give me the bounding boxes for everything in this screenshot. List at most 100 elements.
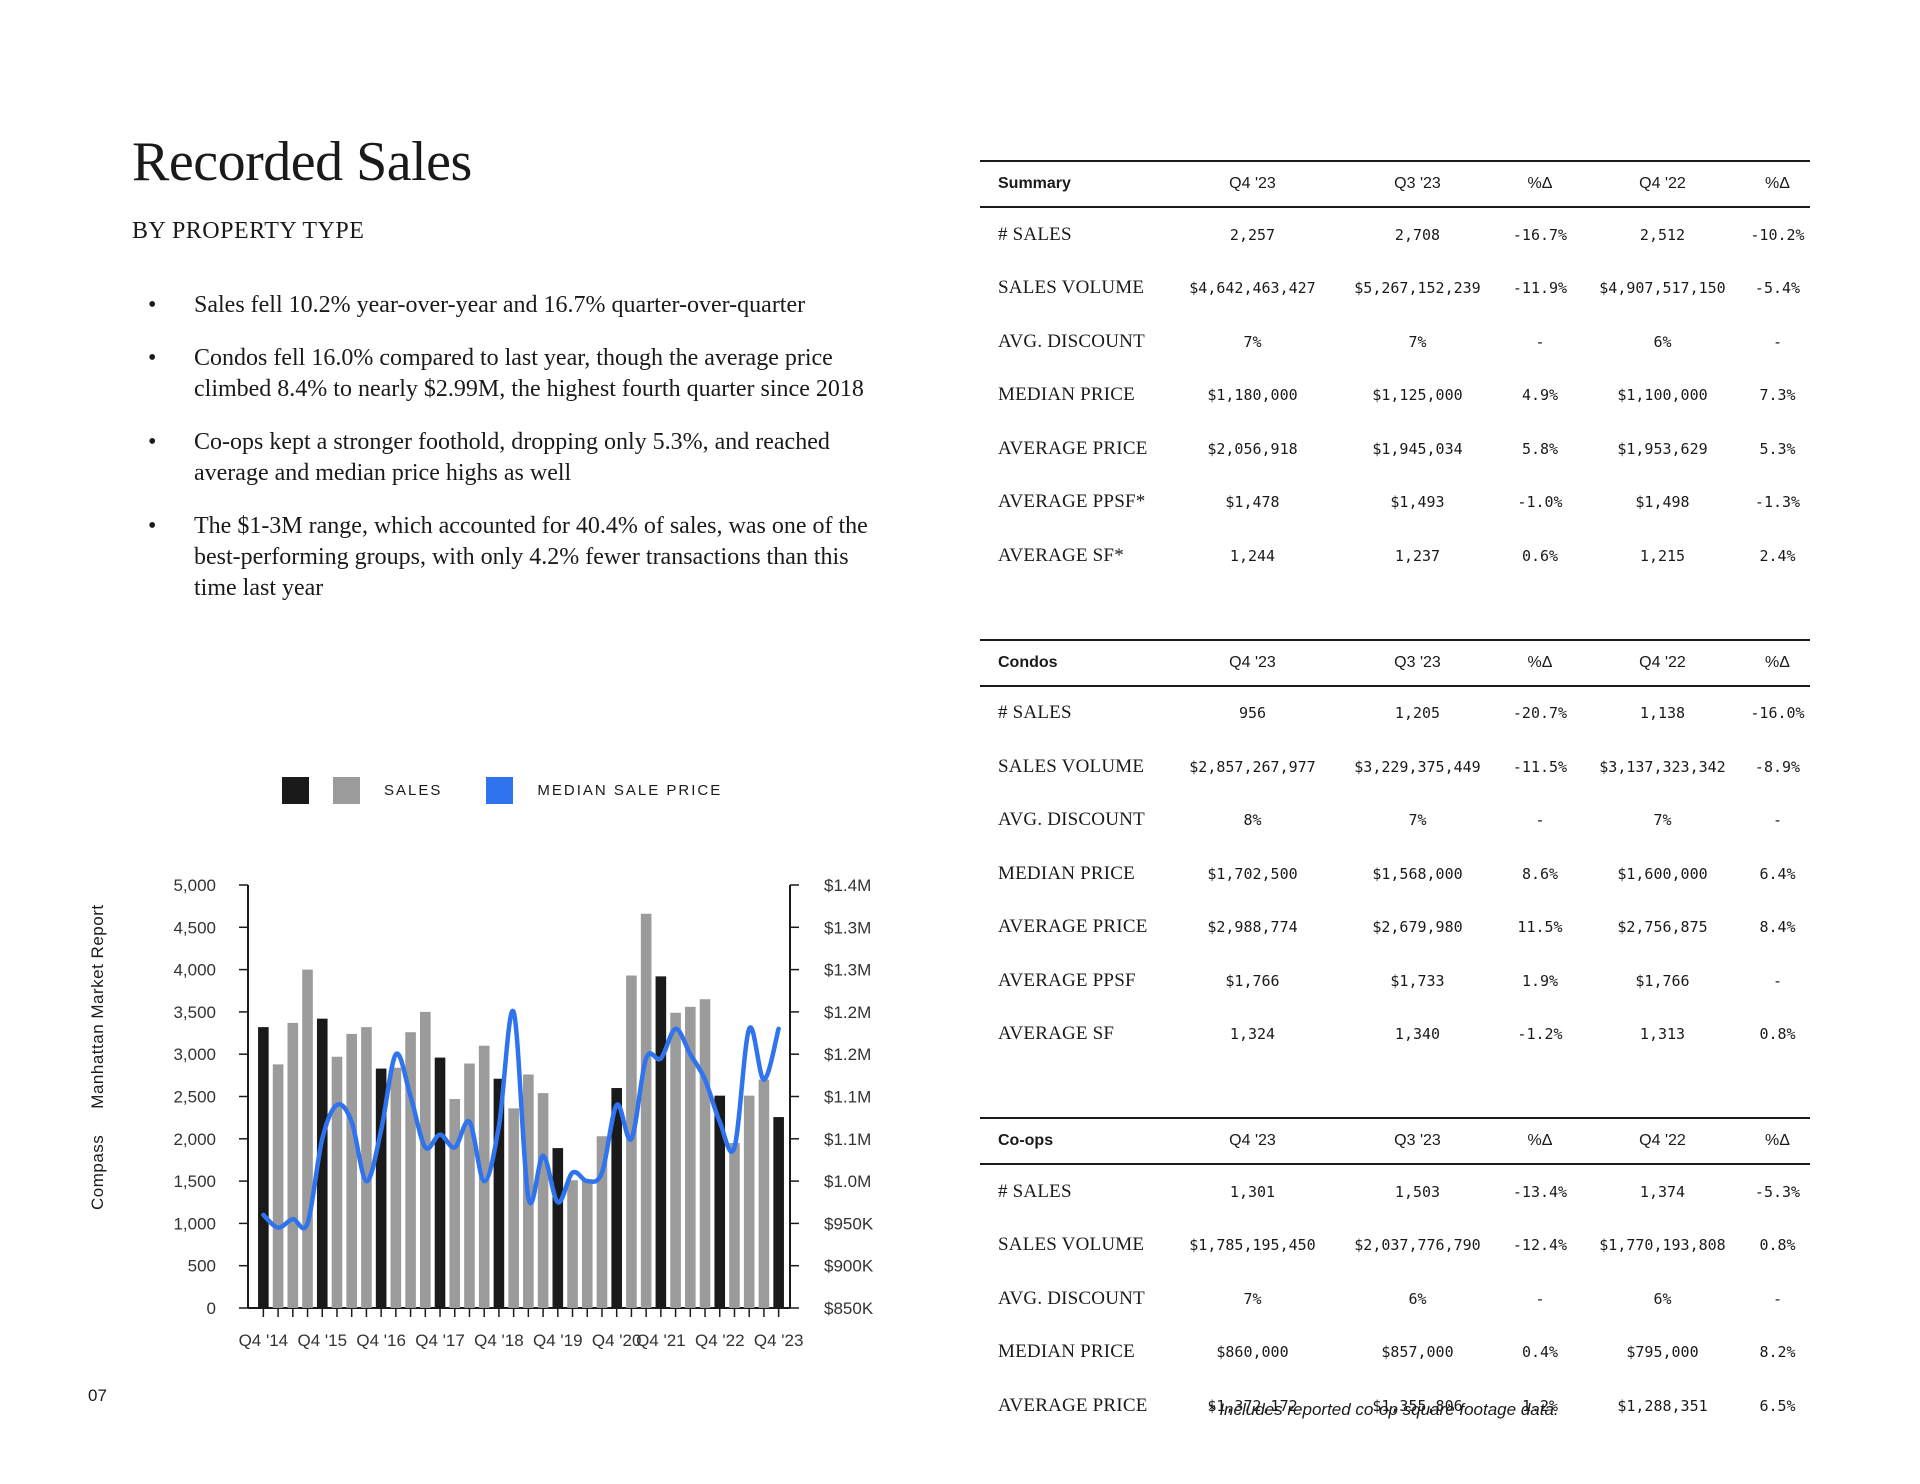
sales-bar xyxy=(743,1095,755,1308)
table-cell: -11.9% xyxy=(1512,279,1568,298)
right-axis-tick-label: $1.0M xyxy=(824,1172,871,1191)
table-cell: $3,229,375,449 xyxy=(1354,757,1481,776)
row-label: AVG. DISCOUNT xyxy=(998,330,1145,352)
table-cell: 1,374 xyxy=(1639,1182,1686,1201)
column-header: Q3 '23 xyxy=(1335,638,1500,687)
table-cell: -16.0% xyxy=(1750,704,1805,723)
sales-bar xyxy=(758,1079,770,1308)
table-cell: 7.3% xyxy=(1759,386,1796,405)
table-cell: -13.4% xyxy=(1512,1182,1568,1201)
right-axis-tick-label: $1.3M xyxy=(824,961,871,980)
row-label: AVG. DISCOUNT xyxy=(998,809,1145,831)
sales-bar xyxy=(420,1011,431,1308)
table-cell: -5.3% xyxy=(1754,1182,1801,1201)
table-cell: 1,138 xyxy=(1639,704,1686,723)
table-cell: $1,100,000 xyxy=(1617,386,1708,405)
table-cell: $2,056,918 xyxy=(1207,439,1298,458)
bullet-item: • Sales fell 10.2% year-over-year and 16.… xyxy=(140,290,880,321)
page-title: Recorded Sales xyxy=(132,131,472,193)
row-label: MEDIAN PRICE xyxy=(998,862,1135,884)
row-label: MEDIAN PRICE xyxy=(998,1341,1135,1363)
table-row: AVERAGE SF 1,324 1,340 -1.2% 1,313 0.8% xyxy=(980,1008,1810,1062)
table-cell: $795,000 xyxy=(1626,1343,1699,1362)
table-cell: $4,907,517,150 xyxy=(1599,279,1726,298)
x-axis-tick-label: Q4 '22 xyxy=(695,1331,745,1350)
column-header: %Δ xyxy=(1745,160,1810,208)
table-cell: 5.8% xyxy=(1521,439,1559,458)
table-cell: $1,766 xyxy=(1225,971,1280,990)
bullet-text: Sales fell 10.2% year-over-year and 16.7… xyxy=(194,292,806,318)
table-cell: 1,215 xyxy=(1639,546,1686,565)
row-label: AVERAGE SF* xyxy=(998,544,1124,566)
sales-bar xyxy=(508,1108,519,1308)
page-subtitle: BY PROPERTY TYPE xyxy=(132,218,365,244)
sales-bar xyxy=(596,1136,608,1308)
table-cell: -1.2% xyxy=(1517,1025,1563,1044)
table-cell: $1,733 xyxy=(1390,971,1445,990)
table-cell: 7% xyxy=(1243,332,1262,351)
table-cell: $1,785,195,450 xyxy=(1189,1236,1316,1255)
table-cell: - xyxy=(1772,1289,1783,1308)
table-row: MEDIAN PRICE $1,702,500 $1,568,000 8.6% $1,6… xyxy=(980,847,1810,901)
side-label-report: Manhattan Market Report xyxy=(88,904,107,1109)
right-axis-tick-label: $1.2M xyxy=(824,1003,871,1022)
side-label-brand: Compass xyxy=(88,1134,107,1210)
table-row: AVG. DISCOUNT 7% 6% - 6% - xyxy=(980,1272,1810,1326)
table-cell: 1.2% xyxy=(1521,1396,1559,1415)
sales-bar xyxy=(537,1093,549,1308)
table-cell: 8.4% xyxy=(1759,918,1796,937)
table-row: AVERAGE PRICE $2,056,918 $1,945,034 5.8% $1,… xyxy=(980,422,1810,476)
row-label: AVERAGE PRICE xyxy=(998,437,1148,459)
row-label: AVG. DISCOUNT xyxy=(998,1287,1145,1309)
table-cell: $1,702,500 xyxy=(1207,864,1298,883)
x-axis-tick-label: Q4 '18 xyxy=(474,1331,524,1350)
column-header: %Δ xyxy=(1500,1117,1580,1165)
table-cell: $1,766 xyxy=(1635,971,1690,990)
table-header-row: Co-ops Q4 '23 Q3 '23 %Δ Q4 '22 %Δ xyxy=(980,1117,1810,1165)
stats-tables: Summary Q4 '23 Q3 '23 %Δ Q4 '22 %Δ # SALES 2,25… xyxy=(980,160,1810,1433)
side-label: Compass Manhattan Market Report xyxy=(88,904,108,1210)
sales-bar xyxy=(685,1006,696,1308)
table-cell: $1,945,034 xyxy=(1372,439,1463,458)
table-cell: $1,770,193,808 xyxy=(1599,1236,1726,1255)
right-axis-tick-label: $1.3M xyxy=(824,918,871,937)
table-cell: 6.5% xyxy=(1759,1396,1796,1415)
row-label: AVERAGE PRICE xyxy=(998,916,1148,938)
left-axis-tick-label: 3,500 xyxy=(173,1003,216,1022)
table-cell: -1.3% xyxy=(1754,493,1801,512)
sales-bar xyxy=(287,1022,299,1308)
table-cell: 11.5% xyxy=(1517,918,1563,937)
bullet-marker: • xyxy=(148,429,157,455)
column-header: Q3 '23 xyxy=(1335,160,1500,208)
table-cell: -10.2% xyxy=(1750,225,1805,244)
table-cell: 8.2% xyxy=(1759,1343,1796,1362)
table-cell: -16.7% xyxy=(1512,225,1568,244)
legend-label-median: MEDIAN SALE PRICE xyxy=(537,781,723,799)
table-row: # SALES 1,301 1,503 -13.4% 1,374 -5.3% xyxy=(980,1164,1810,1219)
table-cell: $2,988,774 xyxy=(1207,918,1298,937)
table-cell: 2.4% xyxy=(1759,546,1796,565)
left-axis-tick-label: 500 xyxy=(188,1257,216,1276)
stats-table-co-ops: Co-ops Q4 '23 Q3 '23 %Δ Q4 '22 %Δ # SALES 1,301… xyxy=(980,1117,1810,1433)
legend-swatch-median xyxy=(486,776,514,804)
table-cell: 4.9% xyxy=(1521,386,1559,405)
left-axis-tick-label: 1,000 xyxy=(173,1214,216,1233)
table-cell: -1.0% xyxy=(1517,493,1563,512)
sales-bar xyxy=(670,1012,681,1308)
table-cell: $5,267,152,239 xyxy=(1354,279,1481,298)
table-cell: $1,953,629 xyxy=(1617,439,1708,458)
table-cell: 0.4% xyxy=(1521,1343,1559,1362)
left-axis-tick-label: 4,000 xyxy=(173,961,216,980)
key-findings-list: • Sales fell 10.2% year-over-year and 16.… xyxy=(140,290,880,626)
column-header: Q4 '22 xyxy=(1580,160,1745,208)
sales-bar xyxy=(390,1067,402,1308)
table-cell: 7% xyxy=(1408,332,1427,351)
table-row: AVERAGE SF* 1,244 1,237 0.6% 1,215 2.4% xyxy=(980,529,1810,583)
right-axis-tick-label: $900K xyxy=(824,1257,874,1276)
table-cell: -20.7% xyxy=(1512,704,1568,723)
table-cell: - xyxy=(1535,811,1545,830)
row-label: SALES VOLUME xyxy=(998,1234,1145,1256)
table-cell: 6% xyxy=(1408,1289,1427,1308)
table-row: MEDIAN PRICE $860,000 $857,000 0.4% $795,000… xyxy=(980,1326,1810,1380)
table-row: AVERAGE PPSF* $1,478 $1,493 -1.0% $1,498 -1.3… xyxy=(980,476,1810,530)
